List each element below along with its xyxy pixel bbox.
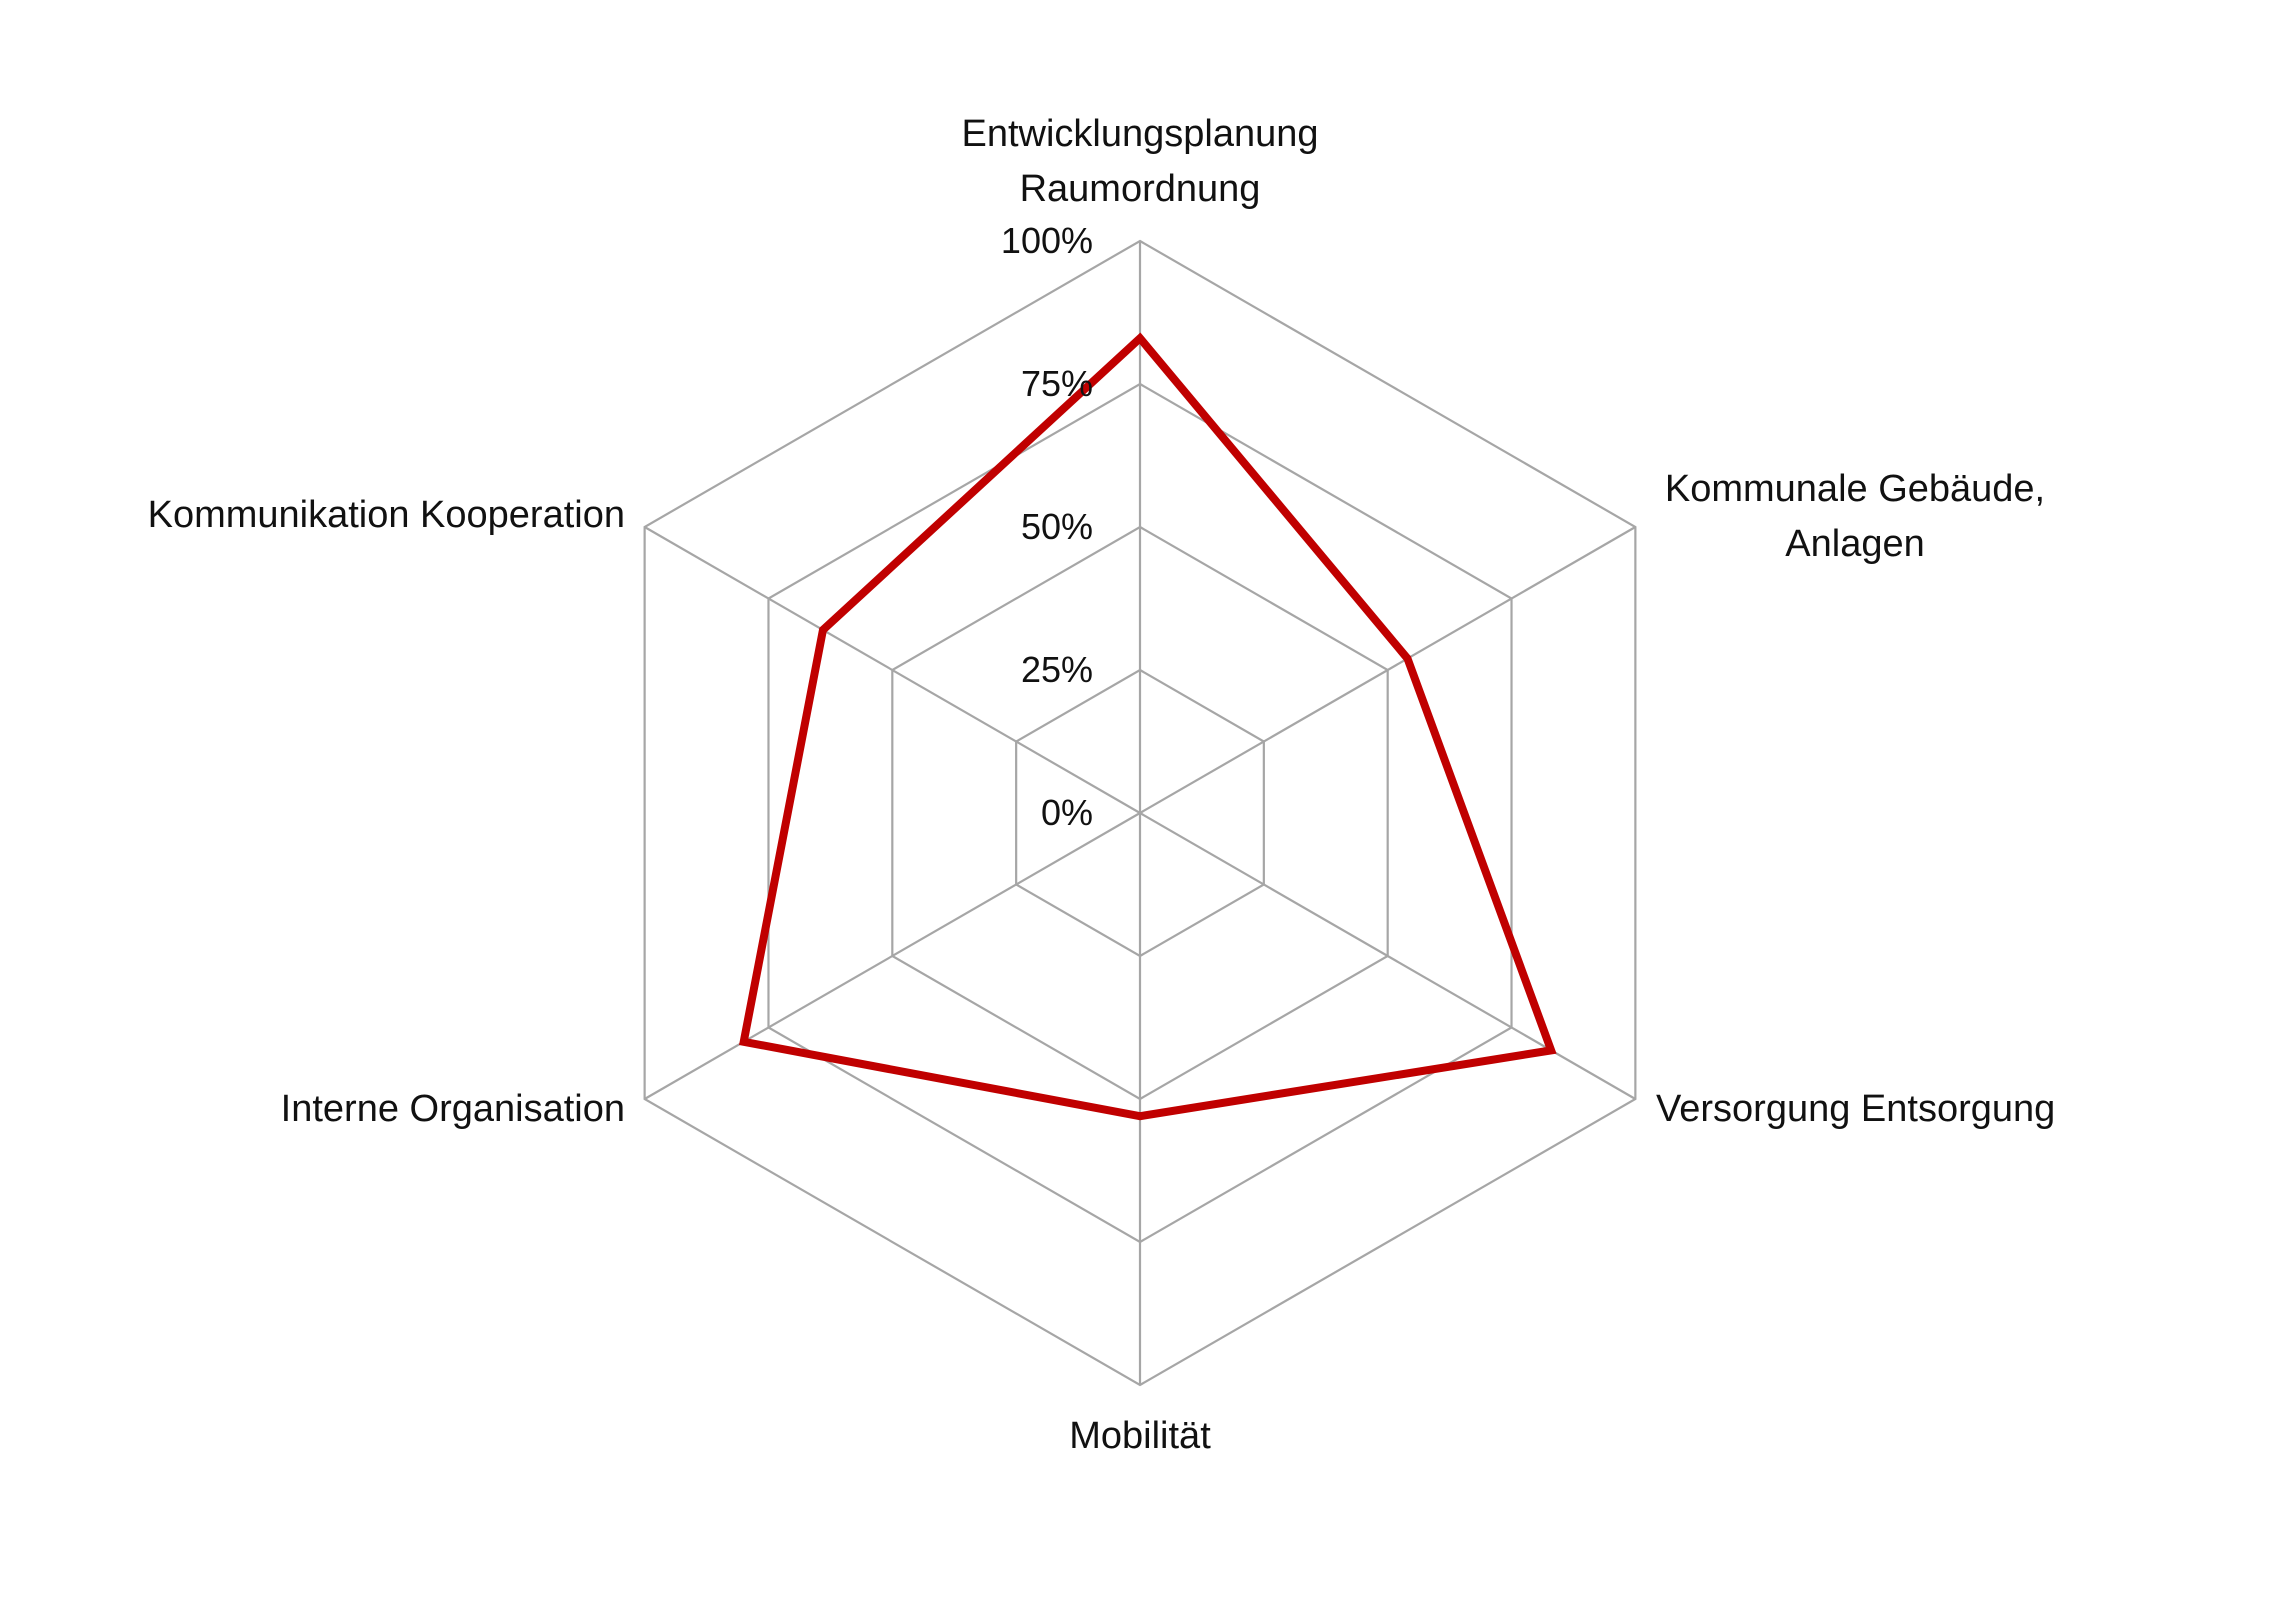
tick-label-layer: 0% 25% 50% 75% 100% bbox=[1001, 220, 1093, 833]
tick-label: 50% bbox=[1021, 506, 1093, 547]
category-label-line: Kommunale Gebäude, bbox=[1665, 468, 2045, 510]
category-label-line: Mobilität bbox=[1069, 1415, 1211, 1457]
grid-spoke-4 bbox=[644, 812, 1141, 1100]
category-label-5: Kommunikation Kooperation bbox=[148, 494, 625, 536]
category-label-line: Entwicklungsplanung bbox=[961, 113, 1318, 155]
category-label-line: Raumordnung bbox=[1020, 168, 1261, 210]
category-label-2: Versorgung Entsorgung bbox=[1656, 1088, 2055, 1130]
category-label-line: Kommunikation Kooperation bbox=[148, 494, 625, 536]
grid-layer bbox=[643, 239, 1637, 1387]
category-label-line: Interne Organisation bbox=[281, 1088, 625, 1130]
grid-spoke-1 bbox=[1139, 526, 1636, 814]
grid-spoke-5 bbox=[644, 526, 1141, 814]
tick-label: 0% bbox=[1041, 792, 1093, 833]
category-label-0: Entwicklungsplanung Raumordnung bbox=[961, 113, 1318, 210]
series-layer bbox=[739, 332, 1557, 1121]
category-label-4: Interne Organisation bbox=[281, 1088, 625, 1130]
tick-label: 100% bbox=[1001, 220, 1093, 261]
category-label-3: Mobilität bbox=[1069, 1415, 1211, 1457]
tick-label: 75% bbox=[1021, 363, 1093, 404]
category-label-line: Anlagen bbox=[1785, 523, 1924, 565]
category-label-line: Versorgung Entsorgung bbox=[1656, 1088, 2055, 1130]
category-label-layer: Entwicklungsplanung Raumordnung Kommunale … bbox=[148, 113, 2056, 1457]
category-label-1: Kommunale Gebäude, Anlagen bbox=[1665, 468, 2045, 565]
series-line-0 bbox=[739, 332, 1557, 1121]
tick-label: 25% bbox=[1021, 649, 1093, 690]
